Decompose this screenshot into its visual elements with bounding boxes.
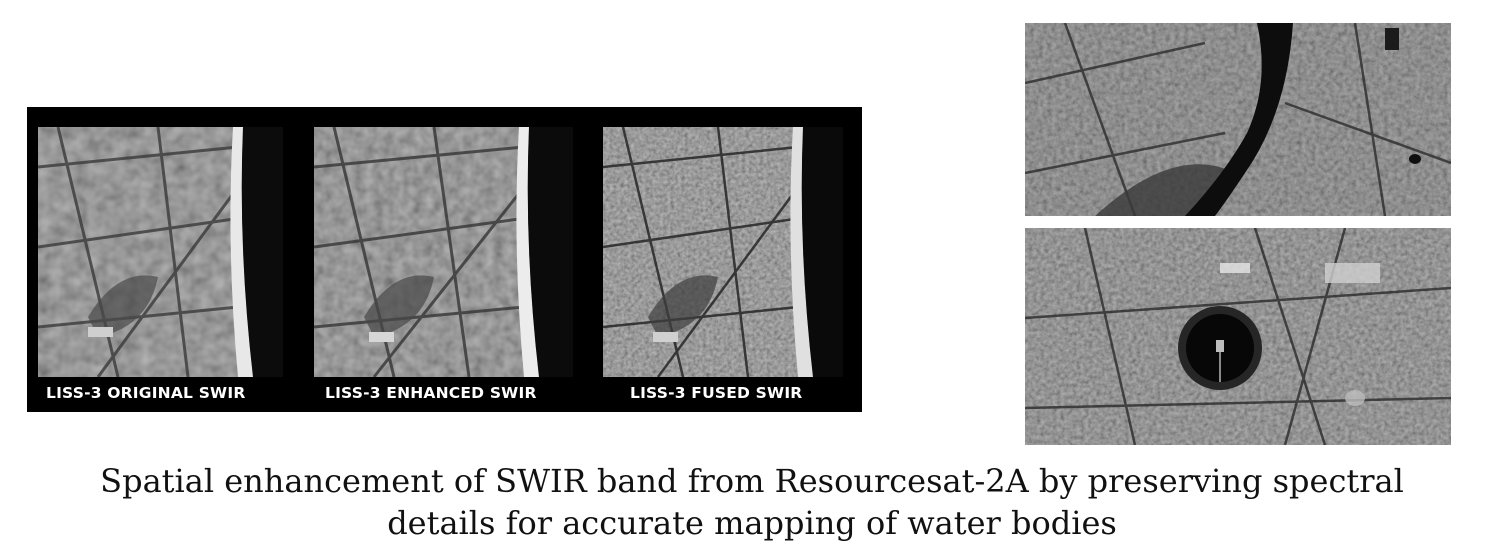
original-swir-label: LISS-3 ORIGINAL SWIR [46, 384, 246, 402]
lake-scene-image [1025, 228, 1451, 445]
enhanced-swir-image [314, 127, 573, 377]
original-swir-image [38, 127, 283, 377]
figure-caption: Spatial enhancement of SWIR band from Re… [0, 460, 1504, 544]
fused-swir-image [603, 127, 843, 377]
caption-line-1: Spatial enhancement of SWIR band from Re… [100, 462, 1404, 500]
enhanced-swir-label: LISS-3 ENHANCED SWIR [325, 384, 537, 402]
fused-swir-label: LISS-3 FUSED SWIR [630, 384, 803, 402]
caption-line-2: details for accurate mapping of water bo… [387, 504, 1117, 542]
river-scene-image [1025, 23, 1451, 216]
